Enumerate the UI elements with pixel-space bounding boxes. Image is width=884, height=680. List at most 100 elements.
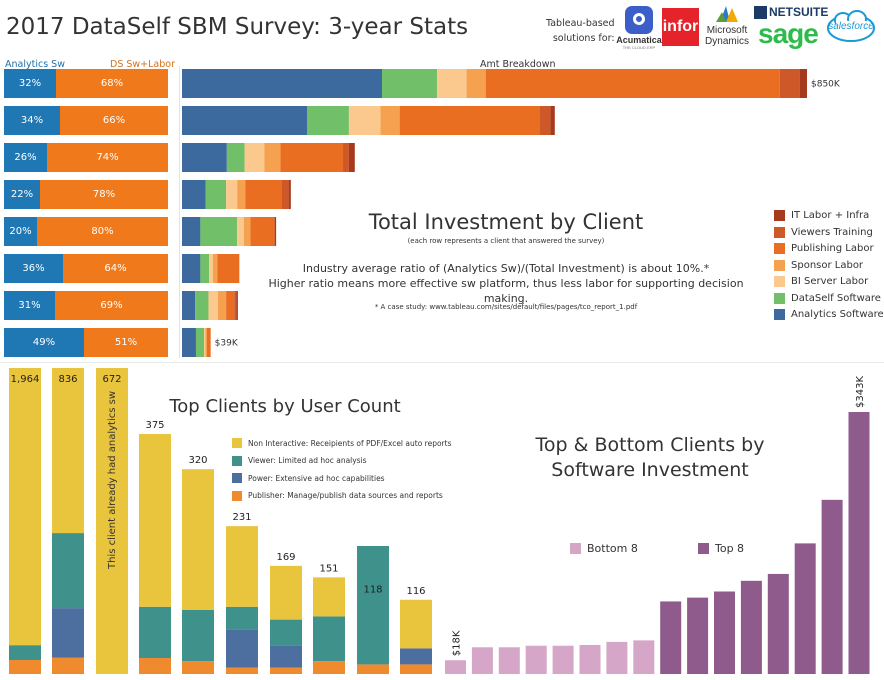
investment-legend-item: Sponsor Labor — [774, 259, 864, 271]
user-count-bar-segment — [182, 469, 214, 610]
ratio-analytics-bar: 31% — [4, 291, 55, 320]
software-legend-label: Bottom 8 — [587, 542, 638, 555]
investment-total-label: $850K — [811, 80, 841, 90]
software-bar — [660, 601, 682, 674]
user-count-bar-segment — [400, 664, 432, 674]
investment-bar-segment — [250, 217, 275, 246]
investment-bar-segment — [382, 69, 438, 98]
dynamics-wordmark: Dynamics — [705, 36, 749, 47]
investment-bar-segment — [244, 143, 265, 172]
investment-bar-segment — [182, 328, 196, 357]
investment-legend-label: BI Server Labor — [791, 276, 869, 287]
software-bar — [687, 597, 709, 674]
investment-bar-segment — [348, 143, 355, 172]
ratio-analytics-bar: 34% — [4, 106, 60, 135]
ratio-row: 20% 80% — [4, 217, 168, 246]
tableau-solutions-label: Tableau-based solutions for: — [546, 16, 615, 46]
investment-bar-segment — [234, 291, 237, 320]
ratio-other-bar: 51% — [84, 328, 168, 357]
software-legend-swatch — [570, 543, 581, 554]
investment-bar-segment — [550, 106, 555, 135]
investment-bar-segment — [399, 106, 540, 135]
user-count-legend-label: Publisher: Manage/publish data sources a… — [248, 491, 443, 500]
investment-bar-segment — [205, 180, 227, 209]
user-count-bar-segment — [52, 657, 84, 674]
ratio-analytics-bar: 20% — [4, 217, 37, 246]
ratio-analytics-bar: 49% — [4, 328, 84, 357]
user-count-bar-segment — [52, 368, 84, 534]
ratio-analytics-bar: 26% — [4, 143, 47, 172]
software-bar — [740, 580, 762, 674]
investment-bar-segment — [236, 291, 238, 320]
investment-bar-segment — [243, 217, 251, 246]
investment-bar-segment — [182, 106, 307, 135]
user-count-bar-segment — [139, 606, 171, 658]
investment-bar-segment — [182, 254, 201, 283]
investment-bar-segment — [226, 291, 235, 320]
salesforce-logo: salesforce — [826, 8, 876, 44]
software-bar — [767, 573, 789, 674]
investment-bar-segment — [245, 180, 282, 209]
user-count-bar-segment — [182, 661, 214, 674]
user-count-legend-label: Viewer: Limited ad hoc analysis — [248, 456, 367, 465]
investment-bar-segment — [195, 291, 209, 320]
acumatica-wordmark: Acumatica — [616, 35, 662, 45]
software-bar — [445, 660, 466, 674]
investment-chart: $850K $39K — [182, 69, 841, 357]
software-value-label: $343K — [855, 376, 866, 408]
tableau-solutions-line1: Tableau-based — [546, 18, 615, 29]
software-bar — [633, 640, 655, 674]
software-legend-item: Bottom 8 — [570, 542, 638, 555]
investment-legend-label: IT Labor + Infra — [791, 210, 870, 221]
investment-legend-swatch — [774, 292, 785, 304]
investment-legend-label: DataSelf Software — [791, 292, 881, 304]
user-count-legend-swatch — [232, 438, 242, 448]
investment-bar-segment — [200, 254, 210, 283]
investment-legend-swatch — [774, 276, 785, 287]
investment-bar-segment — [209, 254, 213, 283]
netsuite-mark-icon — [754, 6, 767, 19]
user-count-bar-segment — [9, 659, 41, 674]
investment-legend-item: DataSelf Software — [774, 292, 881, 304]
investment-bar-segment — [280, 143, 344, 172]
software-bar — [821, 499, 843, 674]
user-count-total-label: 169 — [276, 552, 295, 563]
user-count-bar-segment — [9, 368, 41, 646]
ratio-other-bar: 78% — [40, 180, 168, 209]
user-count-bar-segment — [182, 610, 214, 662]
investment-bar-segment — [182, 291, 196, 320]
user-count-total-label: 231 — [232, 512, 251, 523]
investment-bar-segment — [539, 106, 551, 135]
acumatica-logo: Acumatica THE CLOUD ERP — [616, 6, 662, 50]
ratio-other-bar: 68% — [56, 69, 168, 98]
user-count-legend-item: Non Interactive: Receipients of PDF/Exce… — [232, 438, 451, 448]
user-count-bar-segment — [96, 368, 128, 674]
user-count-legend-label: Non Interactive: Receipients of PDF/Exce… — [248, 438, 452, 448]
ratio-row: 31% 69% — [4, 291, 168, 320]
user-count-bar-segment — [270, 645, 302, 668]
ratio-row: 36% 64% — [4, 254, 168, 283]
investment-legend-swatch — [774, 243, 785, 254]
user-count-bar-segment — [226, 667, 258, 674]
user-count-legend-item: Power: Extensive ad hoc capabilities — [232, 473, 385, 483]
user-count-legend-swatch — [232, 473, 242, 483]
ratio-analytics-bar: 32% — [4, 69, 56, 98]
investment-bar-segment — [226, 180, 238, 209]
user-count-bar-segment — [226, 526, 258, 607]
investment-bar-segment — [182, 143, 227, 172]
investment-legend-label: Viewers Training — [791, 226, 873, 238]
user-count-bar-segment — [270, 565, 302, 620]
investment-bar-segment — [182, 69, 382, 98]
ratio-row: 26% 74% — [4, 143, 168, 172]
user-count-legend-label: Power: Extensive ad hoc capabilities — [248, 473, 385, 483]
ratio-row: 34% 66% — [4, 106, 168, 135]
software-bar — [606, 641, 628, 674]
software-bar — [471, 647, 493, 674]
ratio-other-bar: 69% — [55, 291, 168, 320]
user-count-bar-segment — [400, 599, 432, 649]
ratio-left-header: Analytics Sw — [5, 59, 65, 70]
investment-legend-label: Sponsor Labor — [791, 259, 864, 271]
acumatica-tagline: THE CLOUD ERP — [622, 45, 656, 50]
ratio-row: 22% 78% — [4, 180, 168, 209]
investment-legend-item: BI Server Labor — [774, 276, 868, 287]
